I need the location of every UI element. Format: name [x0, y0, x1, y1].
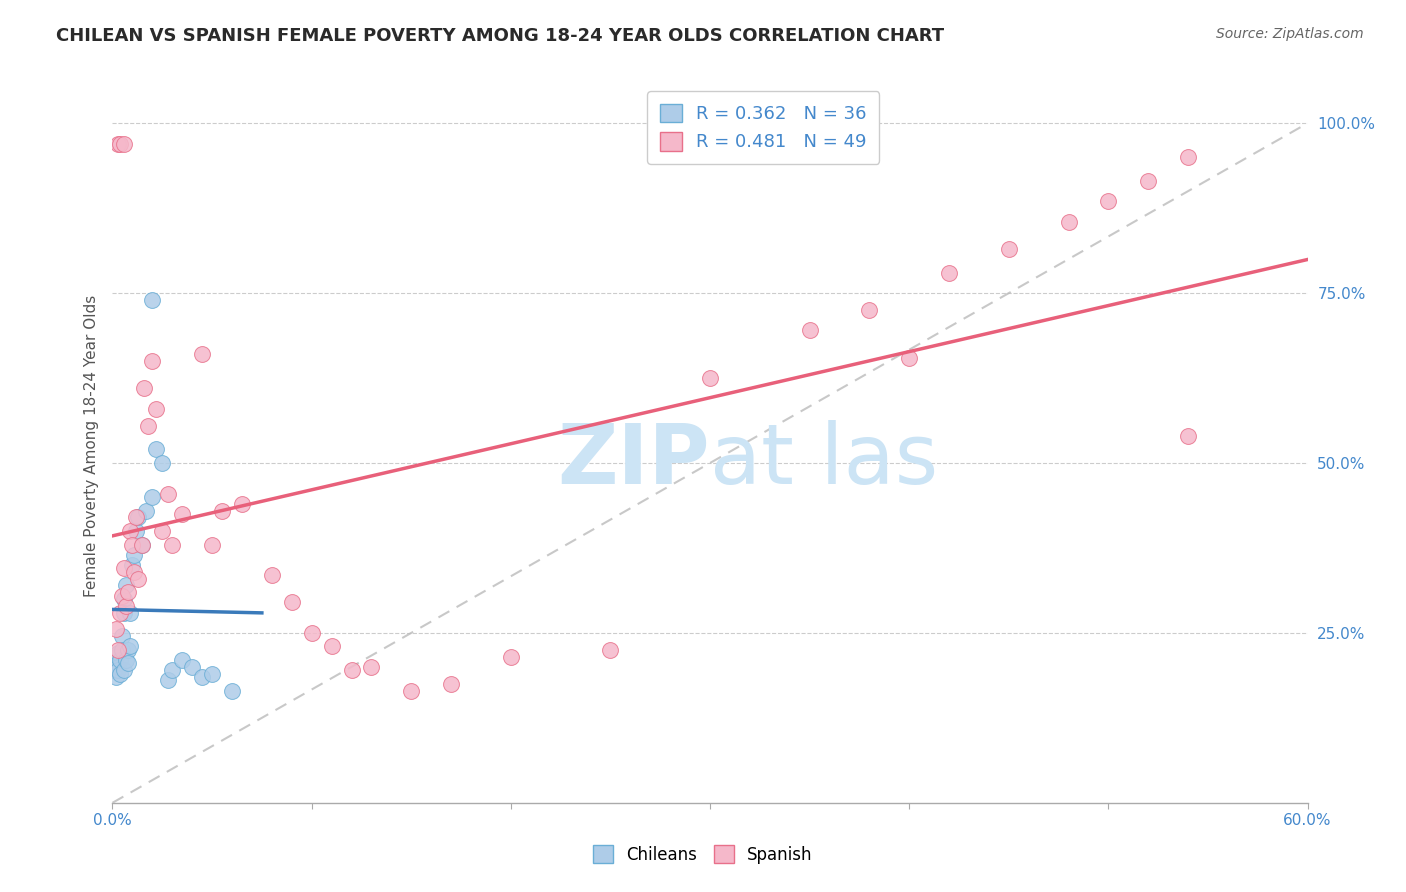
Point [162, 537, 183, 551]
Point [117, 657, 139, 671]
Point [191, 670, 214, 684]
Point [340, 663, 363, 677]
Point [440, 677, 463, 691]
Point [110, 653, 132, 667]
Text: Source: ZipAtlas.com: Source: ZipAtlas.com [1216, 27, 1364, 41]
Point [141, 490, 163, 504]
Point [114, 561, 135, 575]
Point [138, 418, 160, 433]
Point [221, 683, 243, 698]
Point [1057, 215, 1080, 229]
Point [107, 643, 129, 657]
Point [115, 653, 138, 667]
Point [124, 548, 146, 562]
Point [281, 595, 304, 609]
Point [111, 629, 134, 643]
Point [114, 663, 135, 677]
Point [157, 673, 180, 688]
Point [110, 136, 132, 151]
Point [858, 303, 880, 318]
Point [321, 640, 343, 654]
Point [201, 666, 224, 681]
Point [1177, 150, 1199, 164]
Point [107, 646, 129, 660]
Point [120, 524, 142, 538]
Point [135, 503, 157, 517]
Point [110, 666, 132, 681]
Point [150, 456, 173, 470]
Text: CHILEAN VS SPANISH FEMALE POVERTY AMONG 18-24 YEAR OLDS CORRELATION CHART: CHILEAN VS SPANISH FEMALE POVERTY AMONG … [56, 27, 945, 45]
Point [125, 510, 148, 524]
Point [1177, 429, 1199, 443]
Point [211, 503, 233, 517]
Point [699, 371, 721, 385]
Point [260, 568, 283, 582]
Point [201, 537, 224, 551]
Point [120, 606, 142, 620]
Point [124, 565, 146, 579]
Point [181, 660, 204, 674]
Legend: R = 0.362   N = 36, R = 0.481   N = 49: R = 0.362 N = 36, R = 0.481 N = 49 [647, 91, 879, 164]
Point [401, 683, 423, 698]
Point [115, 599, 138, 613]
Point [127, 510, 149, 524]
Point [157, 486, 180, 500]
Point [115, 578, 138, 592]
Point [105, 670, 128, 684]
Point [107, 136, 129, 151]
Point [799, 323, 821, 337]
Legend: Chileans, Spanish: Chileans, Spanish [586, 838, 820, 871]
Point [121, 537, 143, 551]
Point [1097, 194, 1119, 209]
Point [125, 524, 148, 538]
Point [110, 606, 132, 620]
Point [105, 649, 128, 664]
Point [360, 660, 382, 674]
Point [231, 497, 253, 511]
Point [111, 589, 134, 603]
Point [114, 591, 135, 606]
Point [145, 401, 167, 416]
Point [105, 623, 128, 637]
Point [499, 649, 522, 664]
Point [107, 660, 129, 674]
Point [131, 537, 153, 551]
Point [162, 663, 183, 677]
Point [938, 266, 960, 280]
Point [127, 572, 149, 586]
Point [114, 606, 135, 620]
Point [301, 626, 323, 640]
Point [117, 585, 139, 599]
Point [150, 524, 173, 538]
Point [114, 136, 135, 151]
Point [121, 558, 143, 572]
Point [141, 354, 163, 368]
Point [117, 643, 139, 657]
Point [1137, 174, 1160, 188]
Point [145, 442, 167, 457]
Y-axis label: Female Poverty Among 18-24 Year Olds: Female Poverty Among 18-24 Year Olds [83, 295, 98, 597]
Point [191, 347, 214, 361]
Point [131, 537, 153, 551]
Point [141, 293, 163, 307]
Text: at las: at las [710, 420, 938, 500]
Text: ZIP: ZIP [558, 420, 710, 500]
Point [998, 242, 1021, 256]
Point [898, 351, 921, 365]
Point [103, 663, 125, 677]
Point [134, 381, 156, 395]
Point [172, 653, 194, 667]
Point [599, 643, 621, 657]
Point [120, 640, 142, 654]
Point [111, 643, 134, 657]
Point [172, 507, 194, 521]
Point [107, 663, 129, 677]
